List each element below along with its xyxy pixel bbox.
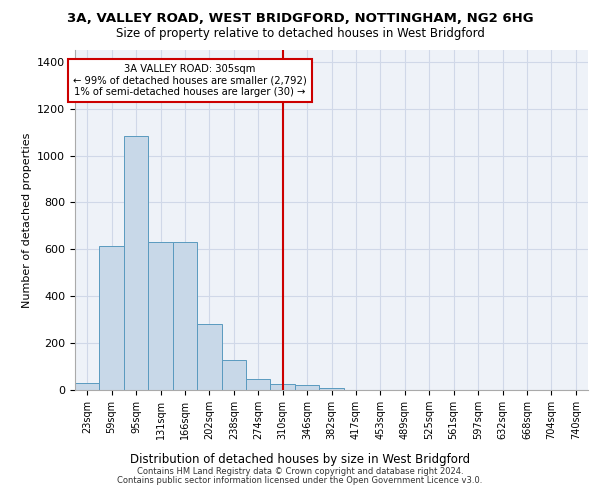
Y-axis label: Number of detached properties: Number of detached properties	[22, 132, 32, 308]
Bar	[148, 242, 173, 390]
Bar	[246, 380, 271, 390]
Bar	[271, 384, 295, 390]
Bar	[100, 246, 124, 390]
Bar	[75, 383, 100, 390]
Text: 3A VALLEY ROAD: 305sqm
← 99% of detached houses are smaller (2,792)
1% of semi-d: 3A VALLEY ROAD: 305sqm ← 99% of detached…	[73, 64, 307, 98]
Bar	[221, 360, 246, 390]
Text: Contains HM Land Registry data © Crown copyright and database right 2024.: Contains HM Land Registry data © Crown c…	[137, 467, 463, 476]
Bar	[295, 386, 319, 390]
Bar	[197, 324, 221, 390]
Text: Contains public sector information licensed under the Open Government Licence v3: Contains public sector information licen…	[118, 476, 482, 485]
Bar	[124, 136, 148, 390]
Text: Distribution of detached houses by size in West Bridgford: Distribution of detached houses by size …	[130, 453, 470, 466]
Bar	[173, 242, 197, 390]
Text: Size of property relative to detached houses in West Bridgford: Size of property relative to detached ho…	[116, 28, 484, 40]
Text: 3A, VALLEY ROAD, WEST BRIDGFORD, NOTTINGHAM, NG2 6HG: 3A, VALLEY ROAD, WEST BRIDGFORD, NOTTING…	[67, 12, 533, 26]
Bar	[319, 388, 344, 390]
